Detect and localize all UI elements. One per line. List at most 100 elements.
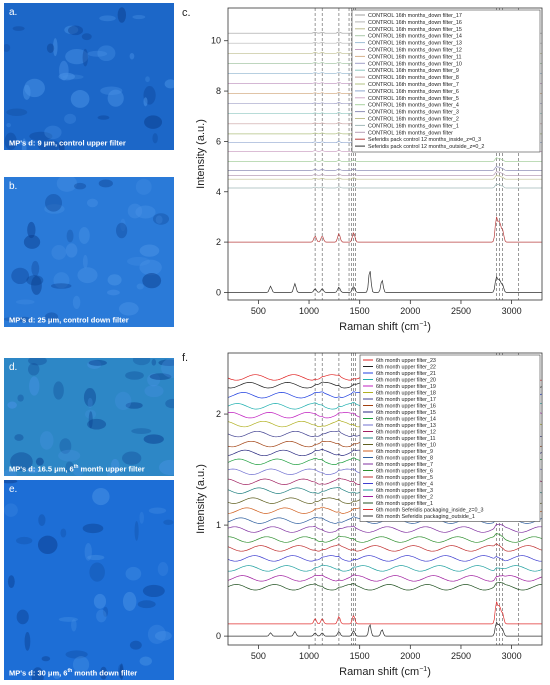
texture-spot	[24, 632, 31, 651]
spectrum-line	[227, 523, 542, 533]
texture-spot	[154, 631, 172, 641]
y-tick-label: 8	[216, 86, 221, 96]
texture-spot	[152, 133, 158, 144]
micrograph-d: d. MP's d: 16.5 μm, 6th month upper filt…	[4, 358, 174, 476]
texture-spot	[77, 267, 98, 284]
texture-spot	[26, 467, 40, 474]
spectrum-line	[228, 621, 542, 637]
texture-spot	[159, 459, 174, 476]
texture-spot	[114, 391, 132, 411]
texture-spot	[99, 666, 108, 680]
micrograph-e: e. MP's d: 30 μm, 6th month down filter	[4, 480, 174, 680]
texture-spot	[65, 48, 89, 65]
panel-letter: c.	[182, 7, 191, 19]
texture-spot	[82, 48, 88, 67]
texture-spot	[29, 376, 40, 396]
texture-spot	[56, 177, 78, 192]
texture-spot	[67, 25, 84, 36]
texture-spot	[119, 663, 124, 680]
texture-spot	[125, 371, 144, 380]
x-tick-label: 1500	[350, 306, 370, 316]
texture-spot	[27, 362, 40, 376]
texture-spot	[17, 394, 24, 402]
texture-spot	[132, 15, 146, 20]
y-tick-label: 0	[216, 631, 221, 641]
plot-frame	[227, 352, 543, 646]
texture-spot	[6, 123, 11, 128]
y-axis-label: Intensity (a.u.)	[195, 119, 207, 189]
texture-spot	[164, 79, 174, 89]
texture-spot	[15, 140, 32, 146]
legend-box	[359, 354, 541, 522]
legend-entry: 6th month upper filter_17	[376, 397, 436, 403]
legend-entry: 6th month Seferidis packaging_inside_z=0…	[376, 508, 483, 514]
texture-spot	[89, 562, 105, 582]
panel-letter: a.	[9, 7, 18, 18]
plot-frame	[227, 7, 543, 301]
texture-spot	[7, 575, 15, 589]
texture-spot	[58, 449, 81, 462]
texture-spot	[125, 402, 143, 409]
texture-spot	[64, 25, 79, 35]
x-tick-label: 2000	[400, 306, 420, 316]
micrograph-caption: MP's d: 16.5 μm, 6th month upper filter	[9, 463, 145, 474]
texture-spot	[18, 316, 31, 323]
legend-entry: 6th month upper filter_10	[376, 443, 436, 449]
texture-spot	[83, 388, 97, 407]
legend-entry: CONTROL 16th months_down filter_10	[368, 61, 462, 67]
legend-entry: CONTROL 16th months_down filter_15	[368, 27, 462, 33]
texture-spot	[4, 317, 21, 322]
legend-entry: 6th month upper filter_4	[376, 482, 433, 488]
texture-spot	[41, 656, 51, 662]
texture-spot	[14, 434, 24, 441]
texture-spot	[152, 213, 170, 225]
texture-spot	[137, 600, 156, 609]
texture-spot	[87, 418, 107, 430]
legend-entry: Seferidis pack control 12 months_outside…	[368, 144, 484, 150]
texture-spot	[60, 528, 67, 538]
micrograph-a: a. MP's d: 9 μm, control upper filter	[4, 3, 174, 150]
texture-spot	[53, 272, 70, 289]
texture-spot	[50, 283, 72, 289]
texture-spot	[127, 203, 143, 219]
legend-entry: CONTROL 16th months_down filter_1	[368, 123, 459, 129]
texture-spot	[139, 244, 160, 257]
x-tick-label: 1000	[299, 306, 319, 316]
texture-spot	[11, 267, 30, 285]
legend-entry: 6th month upper filter_16	[376, 404, 436, 410]
texture-spot	[66, 229, 74, 243]
x-tick-label: 1000	[299, 651, 319, 661]
texture-spot	[87, 554, 105, 561]
spectrum-line	[228, 165, 542, 171]
spectrum-line	[228, 271, 542, 293]
texture-spot	[131, 428, 152, 434]
legend-entry: CONTROL 16th months_down filter_3	[368, 110, 459, 116]
panel-letter: b.	[9, 181, 18, 192]
texture-spot	[142, 273, 162, 289]
spectrum-line	[228, 601, 542, 625]
legend-entry: CONTROL 16th months_down filter_14	[368, 34, 462, 40]
legend-entry: CONTROL 16th months_down filter_5	[368, 96, 459, 102]
texture-spot	[78, 226, 90, 245]
texture-spot	[58, 72, 75, 81]
texture-spot	[135, 178, 152, 195]
legend-entry: CONTROL 16th months_down filter_16	[368, 20, 462, 26]
texture-spot	[144, 384, 164, 398]
texture-spot	[59, 139, 65, 150]
texture-spot	[74, 182, 87, 190]
texture-spot	[129, 640, 142, 650]
legend-entry: 6th month upper filter_15	[376, 410, 436, 416]
legend-entry: CONTROL 16th months_down filter_7	[368, 82, 459, 88]
texture-spot	[37, 140, 61, 150]
spectrum-line	[228, 174, 542, 180]
legend-entry: 6th month upper filter_7	[376, 462, 433, 468]
texture-spot	[87, 50, 108, 57]
legend-entry: Seferidis pack control 12 months_inside_…	[368, 137, 481, 143]
x-axis-label: Raman shift (cm−1)	[339, 666, 431, 678]
texture-spot	[10, 452, 33, 471]
texture-spot	[86, 198, 98, 208]
texture-spot	[88, 359, 107, 366]
texture-spot	[155, 215, 163, 224]
texture-spot	[148, 507, 167, 514]
legend-entry: 6th month upper filter_1	[376, 501, 433, 507]
